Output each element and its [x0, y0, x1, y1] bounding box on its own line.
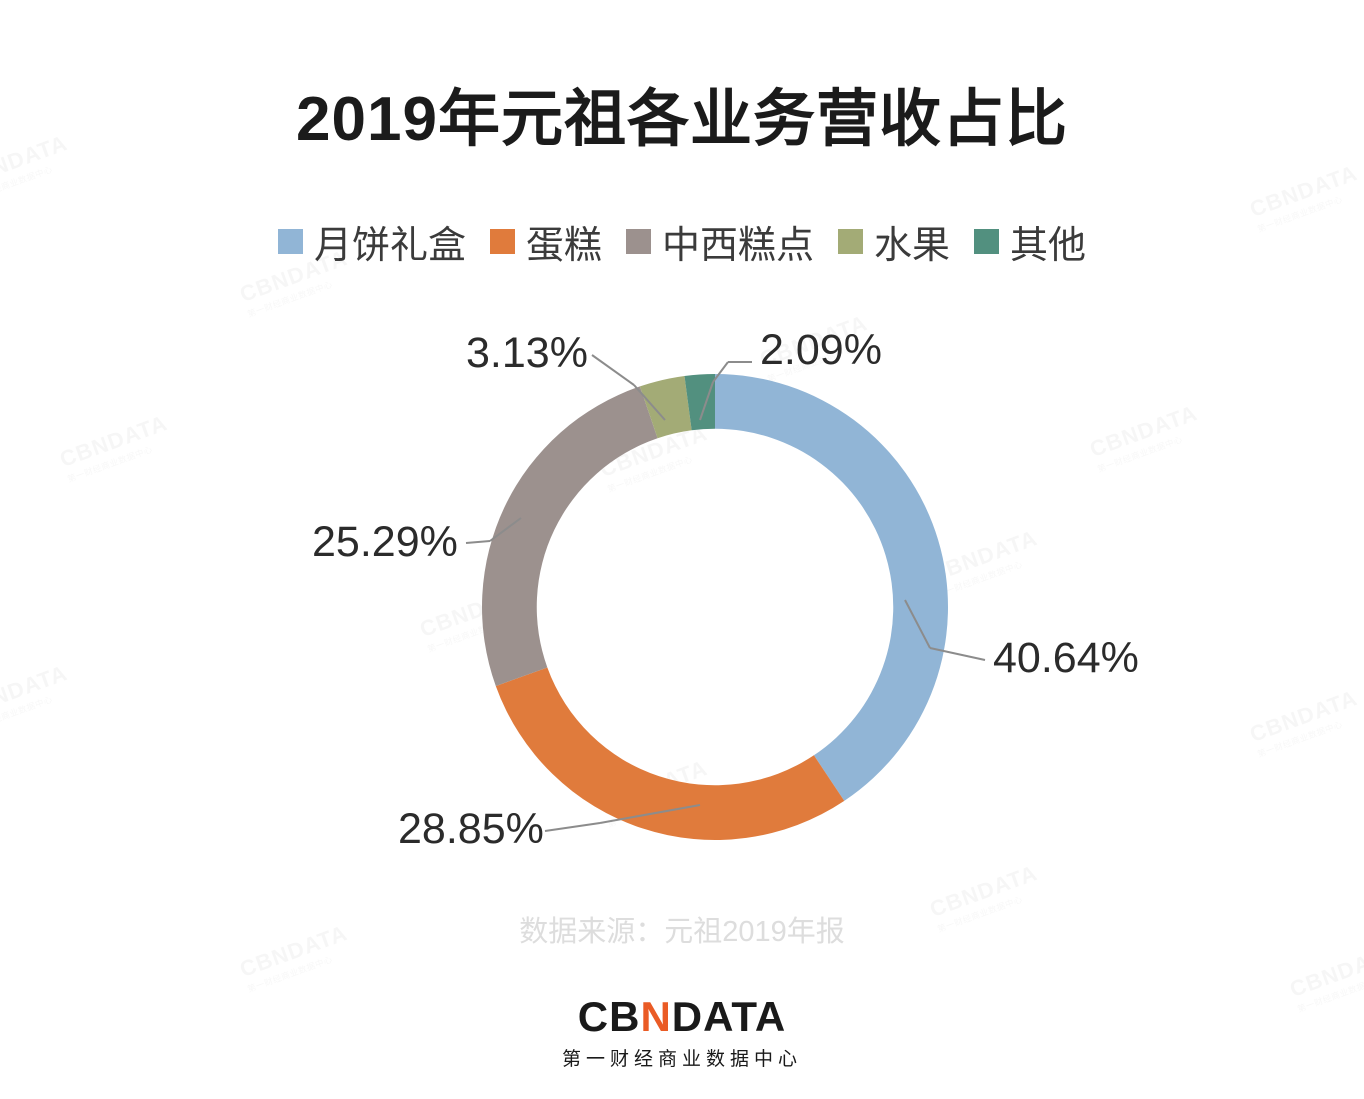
- donut-slice-1[interactable]: [495, 667, 845, 840]
- brand-logo-cb: CB: [577, 993, 641, 1040]
- legend-item-2[interactable]: 中西糕点: [625, 214, 814, 269]
- donut-slice-group: [481, 374, 948, 840]
- legend-item-0[interactable]: 月饼礼盒: [277, 214, 466, 269]
- brand-logo-n: N: [640, 993, 672, 1040]
- leader-line-dangao-tail: [544, 822, 601, 832]
- slice-label-zhongxigaodian: 25.29%: [312, 518, 458, 566]
- legend-item-label: 中西糕点: [661, 225, 814, 267]
- leader-line-group: [465, 354, 986, 832]
- donut-slice-4[interactable]: [684, 374, 715, 431]
- leader-line-qita: [699, 381, 714, 421]
- page-title: 2019年元祖各业务营收占比: [296, 85, 1068, 154]
- slice-label-qita: 2.09%: [760, 326, 882, 374]
- legend-item-4[interactable]: 其他: [974, 214, 1086, 269]
- source-note: 数据来源：元祖2019年报: [519, 916, 845, 948]
- brand-logo: CBNDATA 第一财经商业数据中心: [0, 996, 1364, 1070]
- brand-logo-wordmark: CBNDATA: [578, 996, 786, 1038]
- legend-swatch-icon: [625, 229, 651, 254]
- legend-item-3[interactable]: 水果: [838, 214, 950, 269]
- leader-line-gaodian: [489, 517, 522, 542]
- legend-swatch-icon: [838, 229, 863, 254]
- slice-label-dangao: 28.85%: [398, 805, 544, 853]
- leader-line-shuiguo-tail: [591, 354, 635, 386]
- legend-item-label: 蛋糕: [525, 225, 602, 267]
- legend-swatch-icon: [974, 229, 1000, 254]
- leader-line-gaodian-tail: [465, 540, 491, 544]
- leader-line-shuiguo: [633, 384, 666, 421]
- donut-slice-0[interactable]: [715, 374, 948, 801]
- legend-swatch-icon: [489, 229, 515, 254]
- leader-line-dangao: [599, 804, 701, 824]
- slice-label-yuebinglihe: 40.64%: [993, 634, 1139, 682]
- chart-legend: 月饼礼盒 蛋糕 中西糕点 水果 其他: [0, 214, 1364, 269]
- donut-slice-3[interactable]: [639, 376, 692, 439]
- legend-item-label: 月饼礼盒: [313, 225, 466, 267]
- slice-label-shuiguo: 3.13%: [466, 329, 588, 377]
- brand-logo-data: DATA: [671, 993, 787, 1040]
- legend-item-label: 水果: [874, 225, 951, 267]
- legend-swatch-icon: [277, 229, 303, 254]
- brand-logo-subtitle: 第一财经商业数据中心: [561, 1049, 802, 1070]
- leader-line-yuebing-tail: [929, 647, 986, 661]
- legend-item-1[interactable]: 蛋糕: [489, 214, 602, 269]
- leader-line-qita-tail: [712, 361, 729, 383]
- donut-slice-2[interactable]: [481, 386, 658, 687]
- leader-line-yuebing: [904, 599, 931, 649]
- legend-item-label: 其他: [1010, 225, 1087, 267]
